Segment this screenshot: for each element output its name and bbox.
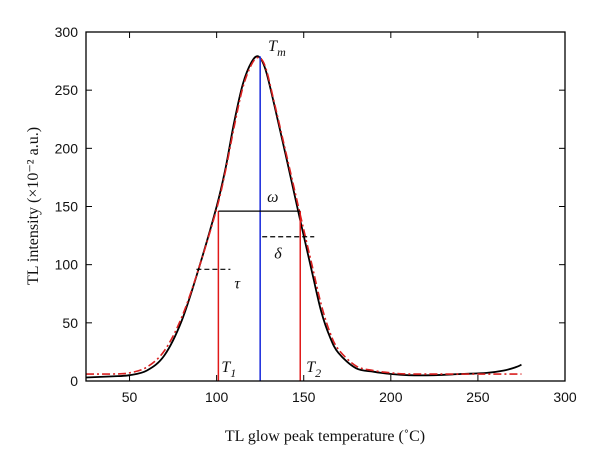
x-axis: 50 100 150 200 250 300	[122, 32, 577, 405]
tm-label: Tm	[268, 38, 286, 59]
series-layer	[85, 55, 522, 379]
y-axis: 0 50 100 150 200 250 300	[55, 24, 565, 389]
series-line-1	[85, 56, 522, 375]
x-axis-title: TL glow peak temperature (˚C)	[225, 428, 425, 445]
y-tick-label: 300	[55, 24, 79, 40]
x-tick-label: 200	[379, 389, 403, 405]
x-tick-label: 100	[205, 389, 229, 405]
y-tick-label: 200	[55, 140, 79, 156]
x-tick-label: 250	[466, 389, 490, 405]
y-tick-label: 100	[55, 257, 79, 273]
y-tick-label: 50	[62, 315, 78, 331]
y-tick-label: 0	[70, 373, 78, 389]
series-line-0	[85, 55, 522, 379]
y-axis-title: TL intensity (×10⁻² a.u.)	[25, 127, 42, 285]
plot-frame	[85, 31, 566, 382]
t1-label: T1	[221, 359, 236, 380]
delta-label: δ	[274, 246, 282, 263]
t2-label: T2	[306, 359, 321, 380]
x-tick-label: 50	[122, 389, 138, 405]
tau-label: τ	[234, 275, 241, 292]
y-tick-label: 250	[55, 82, 79, 98]
x-tick-label: 300	[553, 389, 577, 405]
omega-label: ω	[267, 189, 278, 206]
x-tick-label: 150	[292, 389, 316, 405]
y-tick-label: 150	[55, 199, 79, 215]
annotation-layer: Tm T1 T2 ω δ τ	[196, 38, 321, 381]
